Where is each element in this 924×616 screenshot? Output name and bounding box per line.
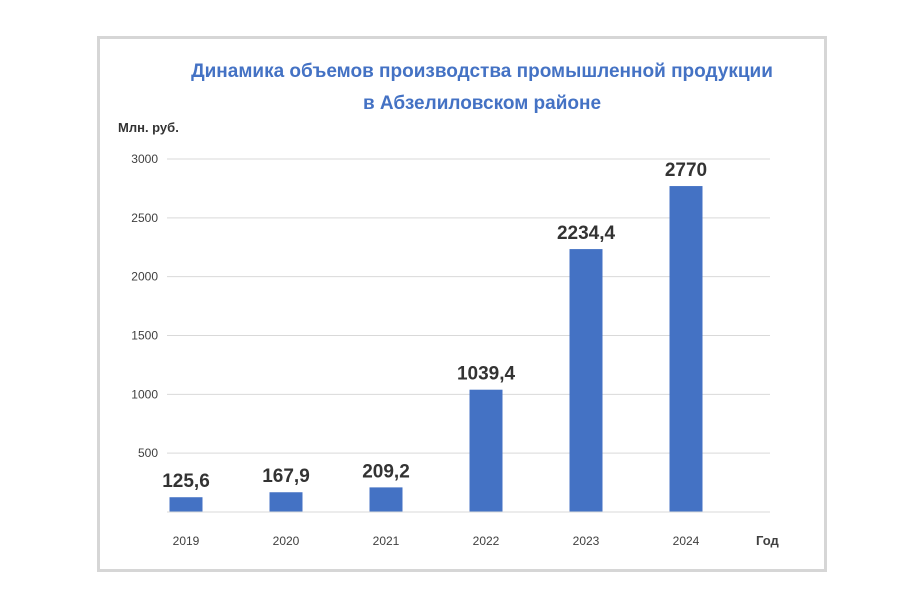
x-axis-unit-label: Год [756, 533, 779, 548]
y-tick-label: 1000 [131, 387, 158, 401]
data-label-2020: 167,9 [262, 466, 310, 487]
y-tick-label: 2500 [131, 211, 158, 225]
x-tick-label: 2019 [173, 534, 200, 548]
data-labels: 125,6 167,9 209,2 1039,4 2234,4 2770 [162, 160, 707, 492]
chart-title-line-2: в Абзелиловском районе [362, 93, 602, 114]
y-tick-label: 1500 [131, 329, 158, 343]
x-tick-label: 2020 [273, 534, 300, 548]
chart-title-line-1: Динамика объемов производства промышленн… [191, 61, 773, 82]
data-label-2023: 2234,4 [557, 223, 616, 244]
chart-title: Динамика объемов производства промышленн… [0, 56, 924, 120]
x-tick-labels: 2019 2020 2021 2022 2023 2024 [173, 534, 700, 548]
data-label-2022: 1039,4 [457, 364, 516, 385]
bar-2020 [269, 492, 303, 512]
data-label-2021: 209,2 [362, 461, 410, 482]
y-tick-labels: 500 1000 1500 2000 2500 3000 [131, 152, 158, 460]
y-axis-unit-label: Млн. руб. [118, 120, 179, 135]
bar-2024 [669, 186, 703, 512]
y-tick-label: 3000 [131, 152, 158, 166]
bars [169, 186, 703, 512]
bar-2022 [469, 389, 503, 512]
x-tick-label: 2022 [473, 534, 500, 548]
y-tick-label: 500 [138, 446, 158, 460]
data-label-2019: 125,6 [162, 471, 210, 492]
y-tick-label: 2000 [131, 270, 158, 284]
bar-2019 [169, 497, 203, 512]
x-tick-label: 2021 [373, 534, 400, 548]
bar-2021 [369, 487, 403, 512]
data-label-2024: 2770 [665, 160, 707, 181]
bar-2023 [569, 249, 603, 512]
chart-frame [97, 36, 827, 572]
x-tick-label: 2024 [673, 534, 700, 548]
x-tick-label: 2023 [573, 534, 600, 548]
